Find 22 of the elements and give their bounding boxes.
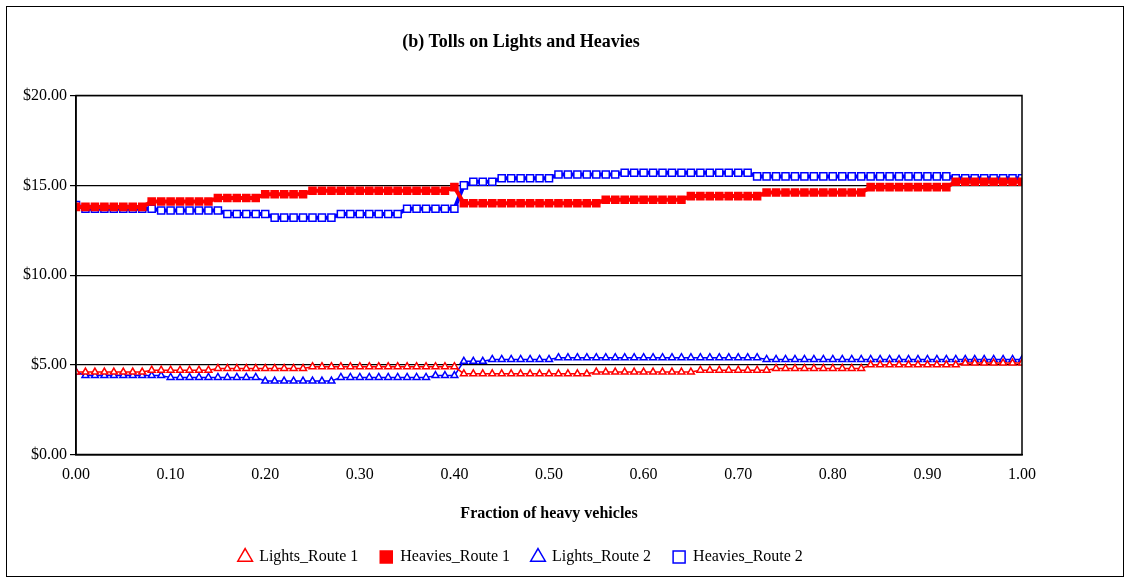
chart-title: (b) Tolls on Lights and Heavies xyxy=(402,31,640,53)
legend-label: Heavies_Route 2 xyxy=(693,547,803,565)
x-tick-label: 0.00 xyxy=(62,465,90,483)
legend-label: Lights_Route 1 xyxy=(259,547,359,566)
x-tick-label: 0.90 xyxy=(913,465,942,483)
x-tick-label: 0.10 xyxy=(156,465,185,483)
x-tick-label: 0.80 xyxy=(818,465,847,483)
x-tick-label: 0.50 xyxy=(535,465,563,483)
y-tick-label: $10.00 xyxy=(23,265,67,283)
legend-label: Heavies_Route 1 xyxy=(400,547,510,565)
x-tick-label: 1.00 xyxy=(1008,465,1036,483)
y-tick-label: $20.00 xyxy=(23,85,67,103)
y-tick-label: $0.00 xyxy=(31,444,67,462)
y-tick-label: $15.00 xyxy=(23,175,67,193)
x-tick-label: 0.30 xyxy=(345,465,374,483)
x-tick-label: 0.20 xyxy=(251,465,280,483)
x-axis-title: Fraction of heavy vehicles xyxy=(460,503,638,522)
legend-label: Lights_Route 2 xyxy=(552,547,652,566)
y-tick-label: $5.00 xyxy=(31,355,67,373)
x-tick-label: 0.60 xyxy=(629,465,658,483)
x-tick-label: 0.70 xyxy=(724,465,753,483)
x-tick-label: 0.40 xyxy=(440,465,469,483)
